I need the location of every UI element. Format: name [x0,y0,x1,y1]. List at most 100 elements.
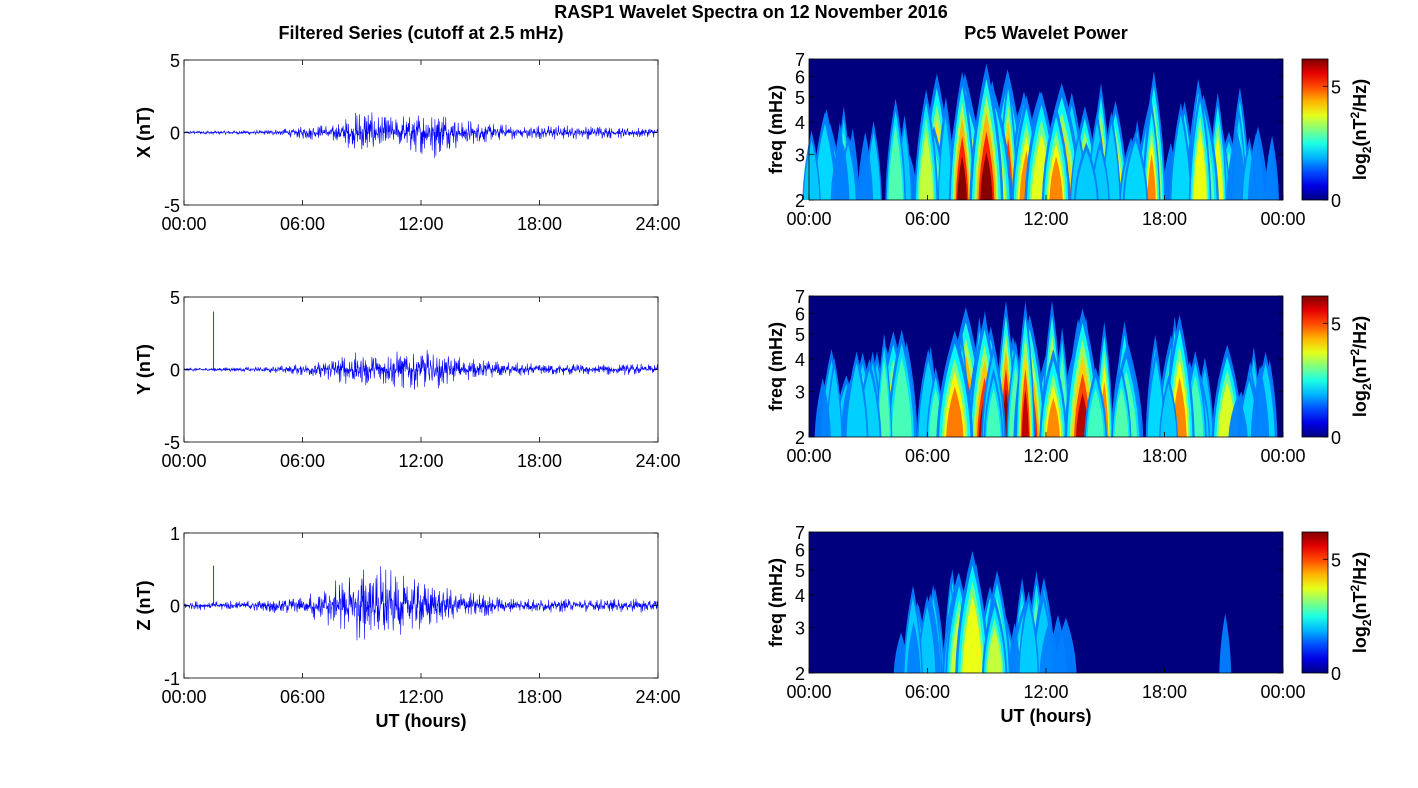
colorbar-tick-label: 5 [1331,314,1341,334]
y-axis-label: X (nT) [134,107,154,158]
series-panel-x: 5 0 -500:00 06:00 12:00 18:00 24:00 X (nT) [134,51,681,234]
x-tick-label: 06:00 [280,451,325,471]
x-tick-label: 00:00 [1260,682,1305,702]
series-panel-z: 1 0 -100:00 06:00 12:00 18:00 24:00 Z (nT) UT (h… [134,524,681,731]
colorbar-scale [1301,295,1329,438]
power-contour [1247,126,1269,200]
power-contour [1193,129,1207,200]
power-contour [1008,622,1021,673]
power-contour [1075,150,1097,200]
colorbar-label-sup: 2 [1348,349,1362,356]
y-tick-label: 6 [795,304,805,324]
y-tick-label: 0 [170,361,180,381]
colorbar-label: log2(nT2/Hz) [1348,552,1374,653]
x-tick-label: 12:00 [398,451,443,471]
y-tick-label: 3 [795,618,805,638]
x-tick-label: 12:00 [1023,682,1068,702]
right-column-title: Pc5 Wavelet Power [964,23,1127,43]
power-contour [891,357,912,437]
power-contour [1039,622,1058,673]
y-tick-label: 0 [170,597,180,617]
mask-bottom [809,437,1283,449]
series-panel-y: 5 0 -500:00 06:00 12:00 18:00 24:00 Y (nT) [134,288,681,471]
power-contour [906,621,921,673]
power-contour [1250,365,1270,437]
colorbar-label-part: (nT [1350,119,1370,147]
x-tick-label: 18:00 [517,214,562,234]
colorbar-label: log2(nT2/Hz) [1348,316,1374,417]
x-tick-label: 00:00 [786,446,831,466]
x-tick-label: 06:00 [280,214,325,234]
power-contour [1160,383,1177,437]
power-contour [1021,389,1029,437]
x-tick-label: 18:00 [1142,682,1187,702]
colorbar-label-part: log [1350,390,1370,417]
x-tick-label: 24:00 [635,451,680,471]
x-tick-label: 12:00 [1023,209,1068,229]
x-tick-label: 12:00 [398,214,443,234]
x-tick-label: 00:00 [1260,209,1305,229]
x-tick-label: 06:00 [905,446,950,466]
power-contour [986,388,1001,437]
power-contour [830,135,850,200]
power-contour [980,152,993,200]
x-tick-label: 18:00 [1142,446,1187,466]
power-contour [919,131,934,200]
power-contour [1219,613,1232,673]
mask-bottom [809,200,1283,212]
power-contour [803,140,820,200]
colorbar-label-part: log [1350,626,1370,653]
colorbar-label-sub: 2 [1360,383,1374,390]
power-contour [888,125,903,200]
x-tick-label: 06:00 [905,209,950,229]
colorbar-scale [1301,531,1329,674]
power-contour [938,116,953,200]
y-tick-label: 7 [795,50,805,70]
colorbar: 0 5 log2(nT2/Hz) [1301,531,1374,684]
x-tick-label: 00:00 [786,209,831,229]
x-tick-label: 00:00 [161,687,206,707]
power-contour [987,627,1003,673]
y-axis-label: Y (nT) [134,344,154,395]
colorbar-label-part: /Hz) [1350,316,1370,349]
y-tick-label: 2 [795,664,805,684]
y-axis-label: freq (mHz) [766,322,786,411]
power-contour [1114,386,1129,437]
y-tick-label: 4 [795,586,805,606]
power-contour [846,362,867,437]
y-tick-label: 5 [795,325,805,345]
left-column-title: Filtered Series (cutoff at 2.5 mHz) [278,23,563,43]
x-tick-label: 00:00 [786,682,831,702]
power-contour [946,386,964,437]
colorbar-scale [1301,58,1329,201]
y-tick-label: 5 [170,51,180,71]
y-axis-label: Z (nT) [134,581,154,631]
y-tick-label: 3 [795,145,805,165]
figure-title: RASP1 Wavelet Spectra on 12 November 201… [554,2,948,22]
colorbar-label-part: log [1350,153,1370,180]
y-tick-label: 2 [795,428,805,448]
colorbar-label-sub: 2 [1360,146,1374,153]
power-contour [878,360,890,437]
colorbar-label-sub: 2 [1360,619,1374,626]
colorbar-label-part: (nT [1350,592,1370,620]
x-tick-label: 00:00 [1260,446,1305,466]
colorbar-tick-label: 5 [1331,550,1341,570]
x-tick-label: 06:00 [280,687,325,707]
power-contour [962,596,983,673]
colorbar-tick-label: 5 [1331,77,1341,97]
x-tick-label: 18:00 [517,451,562,471]
y-tick-label: 7 [795,287,805,307]
power-contour [1124,140,1147,200]
power-contour [827,368,842,437]
y-tick-label: 5 [170,288,180,308]
colorbar-tick-label: 0 [1331,664,1341,684]
y-tick-label: 6 [795,540,805,560]
panels: 50-500:00 06:00 12:00 18:00 24:00X (nT)50-50… [134,50,1374,731]
x-tick-label: 00:00 [161,451,206,471]
y-tick-label: -1 [164,669,180,689]
